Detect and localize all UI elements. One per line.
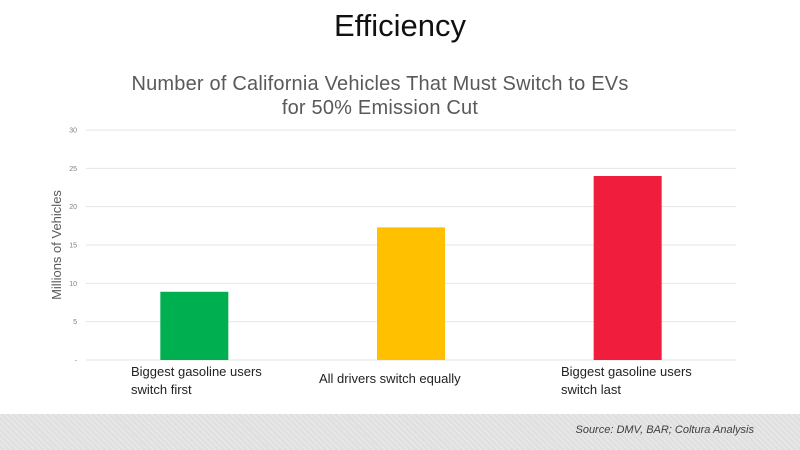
y-axis-label: Millions of Vehicles: [49, 190, 64, 300]
category-label: Biggest gasoline users switch last: [561, 364, 692, 397]
bars: [160, 176, 662, 360]
y-tick-label: 20: [69, 204, 77, 211]
bar: [160, 291, 229, 360]
footer-bar: Source: DMV, BAR; Coltura Analysis: [0, 414, 800, 450]
y-tick-label: 15: [69, 243, 77, 250]
y-tick-labels: - 5 10 15 20 25 30: [69, 128, 77, 365]
y-tick-label: 25: [69, 166, 77, 173]
bar: [377, 227, 445, 360]
y-tick-label: 30: [69, 128, 77, 135]
y-tick-label: 10: [69, 281, 77, 288]
y-tick-label: 5: [73, 319, 77, 326]
source-note: Source: DMV, BAR; Coltura Analysis: [575, 424, 754, 436]
category-label: Biggest gasoline users switch first: [131, 364, 262, 397]
slide-title: Efficiency: [333, 8, 467, 43]
bar: [593, 176, 662, 360]
chart-title-text: Number of California Vehicles That Must …: [131, 73, 629, 119]
category-label: All drivers switch equally: [319, 371, 461, 386]
bar-chart: - 5 10 15 20 25 30 Millions of Vehicles: [49, 128, 736, 365]
y-tick-label: -: [75, 358, 78, 365]
chart-title: Number of California Vehicles That Must …: [90, 72, 670, 120]
